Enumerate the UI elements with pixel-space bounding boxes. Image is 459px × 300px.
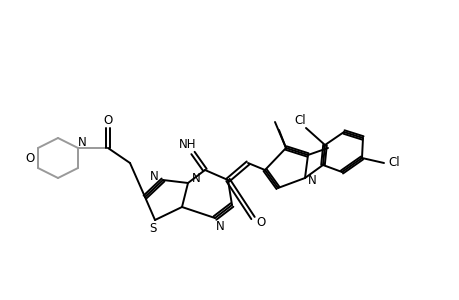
Text: N: N	[307, 173, 316, 187]
Text: NH: NH	[179, 137, 196, 151]
Text: N: N	[149, 170, 158, 184]
Text: N: N	[215, 220, 224, 233]
Text: S: S	[149, 223, 157, 236]
Text: O: O	[25, 152, 34, 164]
Text: Cl: Cl	[387, 157, 399, 169]
Text: N: N	[191, 172, 200, 185]
Text: N: N	[78, 136, 86, 149]
Text: O: O	[103, 115, 112, 128]
Text: Cl: Cl	[294, 113, 305, 127]
Text: O: O	[256, 217, 265, 230]
